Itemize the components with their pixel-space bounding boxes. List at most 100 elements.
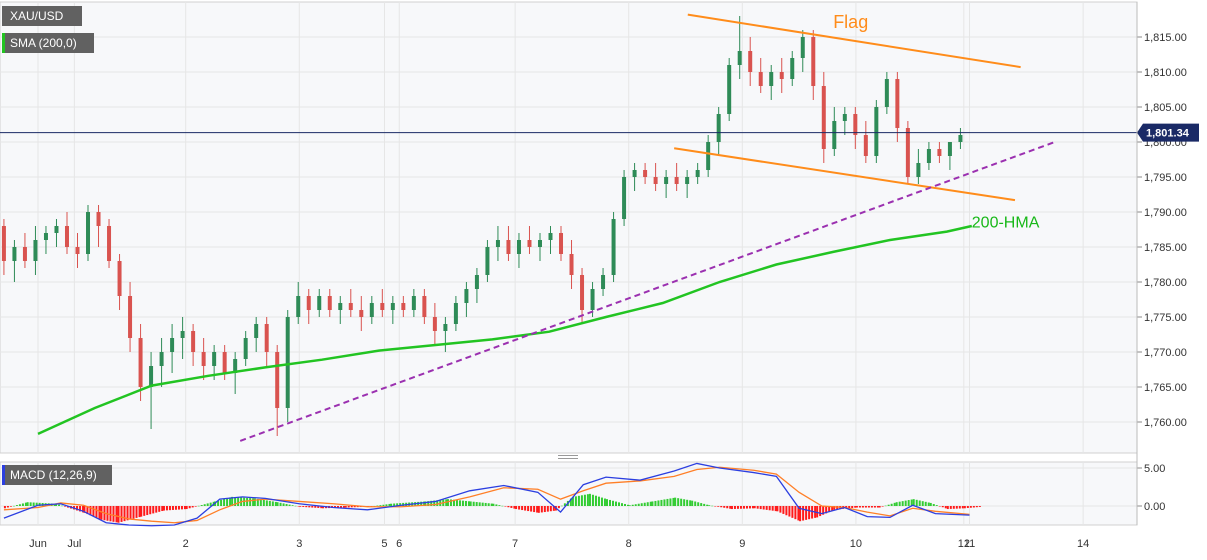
macd-histogram-bar: [120, 506, 123, 522]
candle-body: [516, 240, 521, 254]
macd-histogram-bar: [952, 506, 955, 509]
macd-histogram-bar: [115, 506, 118, 523]
macd-histogram-bar: [938, 506, 941, 507]
macd-histogram-bar: [586, 494, 589, 506]
macd-histogram-bar: [478, 502, 481, 506]
macd-histogram-bar: [350, 506, 353, 508]
candle-body: [926, 149, 931, 163]
macd-histogram-bar: [944, 506, 947, 509]
macd-histogram-bar: [279, 502, 282, 506]
macd-histogram-bar: [162, 506, 165, 511]
macd-histogram-bar: [624, 503, 626, 506]
macd-histogram-bar: [858, 506, 861, 508]
symbol-text: XAU/USD: [10, 9, 64, 23]
macd-histogram-bar: [729, 506, 732, 509]
macd-histogram-bar: [569, 498, 572, 506]
macd-histogram-bar: [912, 499, 915, 506]
candle-body: [748, 51, 753, 72]
macd-histogram-bar: [649, 501, 652, 506]
macd-histogram-bar: [686, 499, 689, 506]
price-gridlines: [0, 36, 1142, 423]
macd-histogram-bar: [308, 506, 311, 508]
macd-histogram-bar: [484, 502, 487, 506]
macd-histogram-bar: [183, 506, 186, 510]
macd-histogram-bar: [854, 506, 857, 508]
macd-histogram-bar: [791, 506, 794, 518]
candle-body: [369, 303, 374, 317]
macd-histogram-bar: [683, 499, 686, 506]
macd-histogram-bar: [18, 504, 21, 506]
support-trend-line: [239, 141, 1056, 442]
macd-histogram-bar: [79, 506, 82, 512]
macd-histogram-bar: [452, 499, 455, 506]
candle-body: [485, 247, 490, 275]
price-axis-label: 1,765.00: [1144, 382, 1187, 394]
macd-text: MACD (12,26,9): [10, 468, 97, 482]
macd-histogram-bar: [138, 506, 141, 518]
macd-histogram-bar: [929, 502, 932, 506]
macd-histogram-bar: [657, 500, 660, 506]
candle-body: [800, 37, 805, 58]
macd-histogram-bar: [513, 506, 516, 509]
macd-histogram-bar: [756, 506, 759, 509]
macd-histogram-bar: [808, 506, 811, 520]
candle-body: [432, 317, 437, 331]
candle-body: [884, 79, 889, 107]
current-price-tag: [1137, 123, 1199, 142]
macd-histogram-bar: [822, 506, 825, 515]
macd-label: MACD (12,26,9): [2, 465, 112, 485]
price-axis-label: 1,790.00: [1144, 207, 1187, 219]
macd-histogram-bar: [904, 500, 907, 506]
macd-histogram-bar: [901, 501, 904, 506]
macd-histogram-bar: [92, 506, 95, 517]
macd-histogram-bar: [745, 506, 748, 509]
macd-histogram-bar: [890, 503, 893, 506]
macd-histogram-bar: [935, 505, 938, 506]
macd-histogram-bar: [388, 503, 391, 506]
macd-histogram-bar: [302, 506, 305, 507]
candle-body: [706, 142, 711, 170]
macd-histogram-bar: [347, 506, 350, 508]
candle-body: [22, 247, 27, 261]
macd-histogram-bar: [887, 504, 890, 506]
macd-histogram-bar: [297, 506, 300, 507]
macd-histogram-bar: [677, 498, 680, 506]
macd-histogram-bar: [966, 506, 969, 509]
macd-histogram-bar: [135, 506, 138, 518]
candle-body: [338, 303, 343, 310]
macd-histogram-bar: [797, 506, 800, 521]
macd-histogram-bar: [921, 501, 924, 506]
macd-histogram-bar: [870, 506, 873, 508]
macd-histogram-bar: [231, 496, 234, 506]
candle-body: [327, 296, 332, 310]
candle-body: [222, 352, 227, 373]
macd-histogram-bar: [861, 506, 864, 508]
macd-histogram-bar: [583, 494, 586, 506]
macd-histogram-bar: [697, 502, 700, 506]
macd-histogram-bar: [100, 506, 103, 520]
macd-histogram-bar: [455, 500, 458, 506]
macd-histogram-bar: [524, 506, 527, 511]
candle-body: [159, 352, 164, 366]
macd-histogram-bar: [420, 501, 423, 506]
macd-histogram-bar: [98, 506, 101, 519]
candle-body: [422, 296, 427, 317]
macd-histogram-bar: [711, 505, 714, 507]
macd-histogram-bar: [498, 505, 501, 506]
macd-histogram-bar: [689, 500, 692, 506]
macd-histogram-bar: [253, 498, 256, 506]
candle-body: [1, 226, 6, 261]
macd-histogram-bar: [536, 506, 539, 513]
candle-body: [611, 219, 616, 275]
time-axis-label: Jun: [29, 538, 47, 550]
candle-body: [769, 72, 774, 86]
candle-body: [842, 114, 847, 121]
candle-body: [674, 177, 679, 184]
macd-histogram-bar: [612, 500, 614, 506]
candle-body: [590, 289, 595, 310]
price-axis-label: 1,770.00: [1144, 347, 1187, 359]
candle-body: [664, 177, 669, 184]
macd-histogram-bar: [833, 506, 836, 510]
candle-body: [170, 338, 175, 352]
macd-histogram-bar: [504, 506, 507, 507]
